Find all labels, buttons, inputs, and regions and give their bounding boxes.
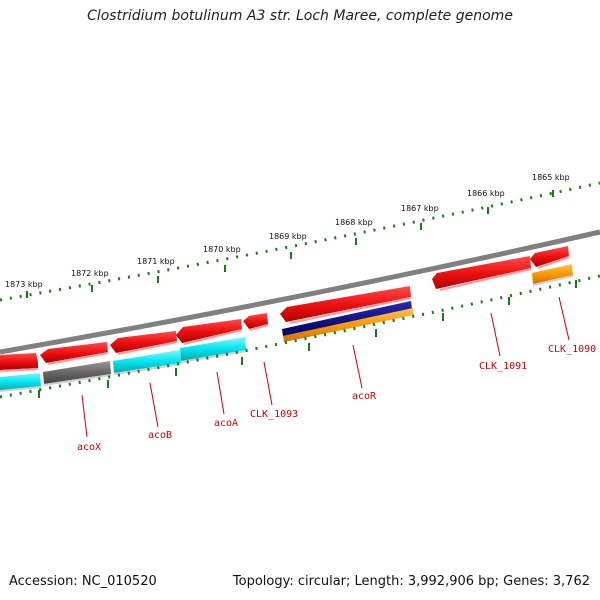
gene-arrow[interactable] <box>432 256 531 289</box>
tick-label: 1871 kbp <box>137 257 175 266</box>
genome-summary-text: Topology: circular; Length: 3,992,906 bp… <box>232 574 590 589</box>
outer-scale-ring: 1873 kbp 1872 kbp 1871 kbp 1870 kbp 1869… <box>0 173 600 302</box>
gene-label-CLK_1091[interactable]: CLK_1091 <box>479 361 527 372</box>
tick-label: 1870 kbp <box>203 245 241 254</box>
tick-label: 1868 kbp <box>335 218 373 227</box>
feature-block-cyan[interactable] <box>0 373 41 391</box>
gene-track-secondary <box>0 264 574 392</box>
tick-label: 1869 kbp <box>269 232 307 241</box>
gene-label-CLK_1093[interactable]: CLK_1093 <box>250 409 298 420</box>
tick-label: 1866 kbp <box>467 189 505 198</box>
tick-label: 1872 kbp <box>71 269 109 278</box>
genome-title: Clostridium botulinum A3 str. Loch Maree… <box>87 8 513 24</box>
gene-arrow[interactable] <box>0 353 38 370</box>
feature-block-gray[interactable] <box>43 361 111 384</box>
gene-arrow[interactable] <box>110 331 177 353</box>
gene-arrow[interactable] <box>530 246 569 267</box>
accession-text: Accession: NC_010520 <box>9 574 157 589</box>
gene-label-acoR[interactable]: acoR <box>352 391 377 402</box>
feature-block-navy[interactable] <box>282 301 412 336</box>
label-leaders <box>81 296 570 438</box>
gene-arrow[interactable] <box>40 342 108 363</box>
feature-block-orange[interactable] <box>532 264 573 284</box>
genome-backbone <box>0 229 600 355</box>
gene-arrow[interactable] <box>243 313 268 329</box>
inner-scale-ring <box>0 274 600 399</box>
gene-arrow[interactable] <box>176 319 242 343</box>
tick-label: 1865 kbp <box>532 173 570 182</box>
gene-label-CLK_1090[interactable]: CLK_1090 <box>548 344 596 355</box>
gene-label-acoB[interactable]: acoB <box>148 430 172 441</box>
feature-block-orange[interactable] <box>283 308 414 342</box>
scale-major-ticks <box>26 190 554 298</box>
gene-label-acoA[interactable]: acoA <box>214 418 238 429</box>
gene-label-acoX[interactable]: acoX <box>77 442 101 453</box>
gene-track-red <box>0 246 570 372</box>
tick-label: 1873 kbp <box>5 280 43 289</box>
gene-arrow[interactable] <box>280 286 411 322</box>
feature-block-cyan[interactable] <box>113 350 181 373</box>
tick-label: 1867 kbp <box>401 204 439 213</box>
feature-block-cyan[interactable] <box>180 337 246 361</box>
